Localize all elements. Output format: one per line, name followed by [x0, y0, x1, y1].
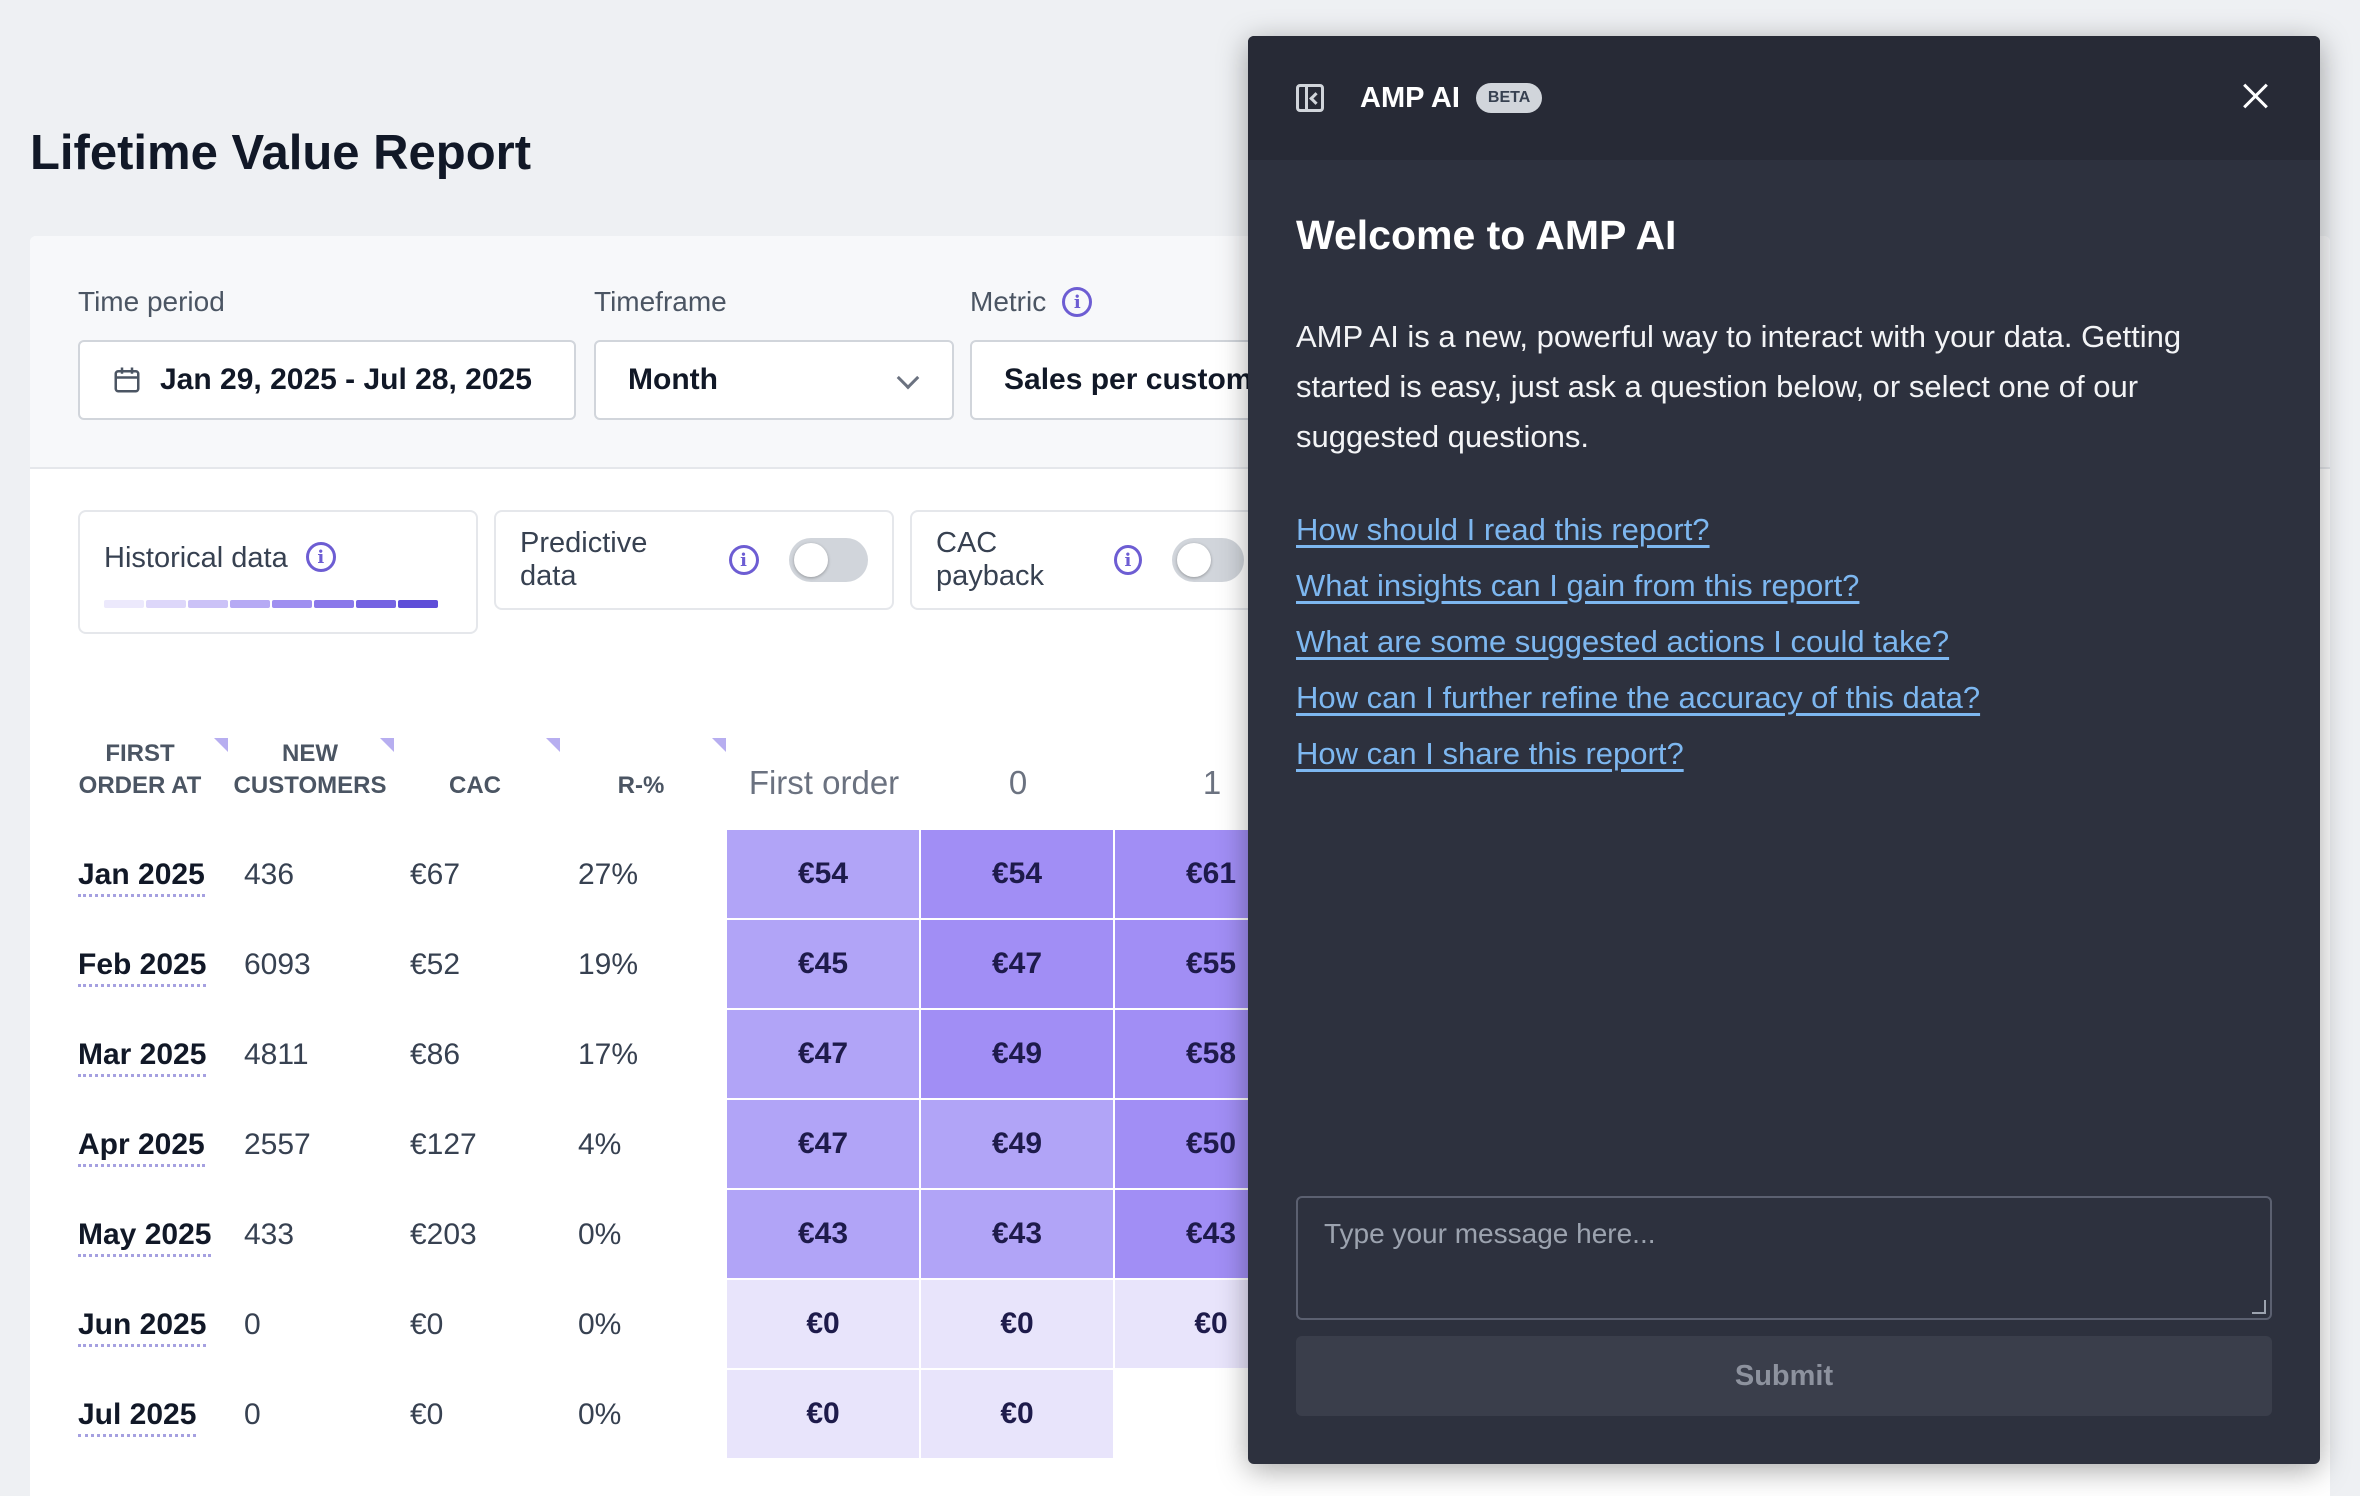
r-pct-cell: 19%	[578, 948, 639, 981]
column-header-1: 1	[1202, 764, 1222, 801]
r-pct-cell: 0%	[578, 1218, 622, 1251]
info-icon[interactable]: i	[305, 542, 336, 572]
toggle-knob	[1176, 543, 1211, 577]
r-pct-cell: 17%	[578, 1038, 639, 1071]
cac-cell: €52	[410, 948, 461, 981]
r-pct-cell: 0%	[578, 1308, 622, 1341]
timeframe-value: Month	[628, 363, 718, 396]
info-icon[interactable]: i	[728, 545, 759, 575]
header-first-order-at[interactable]: FIRST ORDER AT	[78, 740, 202, 799]
intro-text: AMP AI is a new, powerful way to interac…	[1296, 319, 2182, 454]
cac-cell: €203	[410, 1218, 477, 1251]
cac-cell: €67	[410, 858, 461, 891]
suggested-question-link[interactable]: How can I further refine the accuracy of…	[1296, 680, 1981, 715]
cac-cell: €127	[410, 1128, 477, 1161]
sort-corner-icon	[712, 738, 726, 752]
message-placeholder: Type your message here...	[1324, 1218, 1656, 1249]
heat-cell[interactable]: €45	[727, 920, 919, 1008]
cac-payback-label: CAC payback	[936, 527, 1045, 592]
column-header-first-order: First order	[748, 764, 900, 801]
cac-payback-card: CAC payback i	[910, 510, 1270, 610]
submit-button[interactable]: Submit	[1296, 1336, 2272, 1416]
header-new-customers[interactable]: NEW CUSTOMERS	[233, 740, 387, 799]
heat-cell[interactable]: €0	[727, 1280, 919, 1368]
welcome-heading: Welcome to AMP AI	[1296, 212, 1677, 258]
resize-handle-icon[interactable]	[2252, 1300, 2266, 1314]
heat-cell[interactable]: €43	[921, 1190, 1113, 1278]
new-customers-cell: 0	[244, 1398, 261, 1431]
sort-corner-icon	[380, 738, 394, 752]
heat-cell[interactable]: €0	[921, 1370, 1113, 1458]
heat-cell[interactable]: €54	[921, 830, 1113, 918]
predictive-data-toggle[interactable]	[788, 538, 868, 582]
header-r-pct[interactable]: R-%	[617, 772, 665, 799]
row-label-link[interactable]: May 2025	[78, 1218, 212, 1257]
heat-cell[interactable]: €54	[727, 830, 919, 918]
heat-cell[interactable]: €47	[921, 920, 1113, 1008]
new-customers-cell: 433	[244, 1218, 295, 1251]
info-icon[interactable]: i	[1062, 287, 1093, 317]
calendar-icon	[114, 367, 140, 393]
cac-cell: €0	[410, 1308, 444, 1341]
new-customers-cell: 6093	[244, 948, 311, 981]
historical-data-label: Historical data	[104, 542, 288, 574]
row-label-link[interactable]: Apr 2025	[78, 1128, 205, 1167]
r-pct-cell: 27%	[578, 858, 639, 891]
heat-cell[interactable]: €49	[921, 1100, 1113, 1188]
new-customers-cell: 4811	[244, 1038, 309, 1071]
time-period-picker[interactable]: Jan 29, 2025 - Jul 28, 2025	[78, 340, 576, 420]
r-pct-cell: 0%	[578, 1398, 622, 1431]
amp-ai-title: AMP AI	[1360, 81, 1460, 114]
timeframe-select[interactable]: Month	[594, 340, 954, 420]
new-customers-cell: 436	[244, 858, 295, 891]
cac-payback-toggle[interactable]	[1171, 538, 1244, 582]
heat-cell[interactable]: €49	[921, 1010, 1113, 1098]
row-label-link[interactable]: Mar 2025	[78, 1038, 207, 1077]
cac-cell: €0	[410, 1398, 444, 1431]
close-icon[interactable]	[2242, 82, 2270, 110]
chevron-down-icon	[896, 366, 920, 390]
column-header-0: 0	[1008, 764, 1028, 801]
sort-corner-icon	[546, 738, 560, 752]
r-pct-cell: 4%	[578, 1128, 622, 1161]
predictive-data-label: Predictive data	[520, 527, 648, 592]
collapse-panel-icon[interactable]	[1296, 84, 1324, 112]
page-title: Lifetime Value Report	[30, 126, 532, 180]
metric-value: Sales per customer	[1004, 363, 1281, 396]
beta-badge: BETA	[1475, 83, 1543, 113]
heat-cell[interactable]: €47	[727, 1010, 919, 1098]
timeframe-label: Timeframe	[594, 286, 727, 317]
heat-cell[interactable]: €0	[921, 1280, 1113, 1368]
predictive-data-card: Predictive data i	[494, 510, 894, 610]
row-label-link[interactable]: Feb 2025	[78, 948, 207, 987]
cac-cell: €86	[410, 1038, 461, 1071]
new-customers-cell: 0	[244, 1308, 261, 1341]
suggested-question-link[interactable]: What are some suggested actions I could …	[1296, 624, 1950, 659]
suggested-question-link[interactable]: What insights can I gain from this repor…	[1296, 568, 1860, 603]
suggested-question-link[interactable]: How can I share this report?	[1296, 736, 1684, 771]
suggested-question-link[interactable]: How should I read this report?	[1296, 512, 1710, 547]
header-cac[interactable]: CAC	[449, 772, 501, 799]
time-period-label: Time period	[78, 286, 225, 317]
historical-legend-bar	[104, 600, 438, 608]
row-label-link[interactable]: Jul 2025	[78, 1398, 197, 1437]
sort-corner-icon	[214, 738, 228, 752]
amp-ai-panel: AMP AI BETA Welcome to AMP AI AMP AI is …	[1248, 36, 2320, 1464]
info-icon[interactable]: i	[1114, 545, 1142, 575]
heat-cell[interactable]: €0	[727, 1370, 919, 1458]
amp-ai-header: AMP AI BETA	[1248, 36, 2320, 160]
heat-cell[interactable]: €47	[727, 1100, 919, 1188]
metric-label: Metric i	[970, 286, 1093, 318]
row-label-link[interactable]: Jan 2025	[78, 858, 205, 897]
historical-data-card[interactable]: Historical data i	[78, 510, 478, 634]
new-customers-cell: 2557	[244, 1128, 311, 1161]
heat-cell[interactable]: €43	[727, 1190, 919, 1278]
row-label-link[interactable]: Jun 2025	[78, 1308, 207, 1347]
time-period-value: Jan 29, 2025 - Jul 28, 2025	[160, 363, 532, 396]
toggle-knob	[793, 543, 828, 577]
message-input[interactable]: Type your message here...	[1296, 1196, 2272, 1320]
